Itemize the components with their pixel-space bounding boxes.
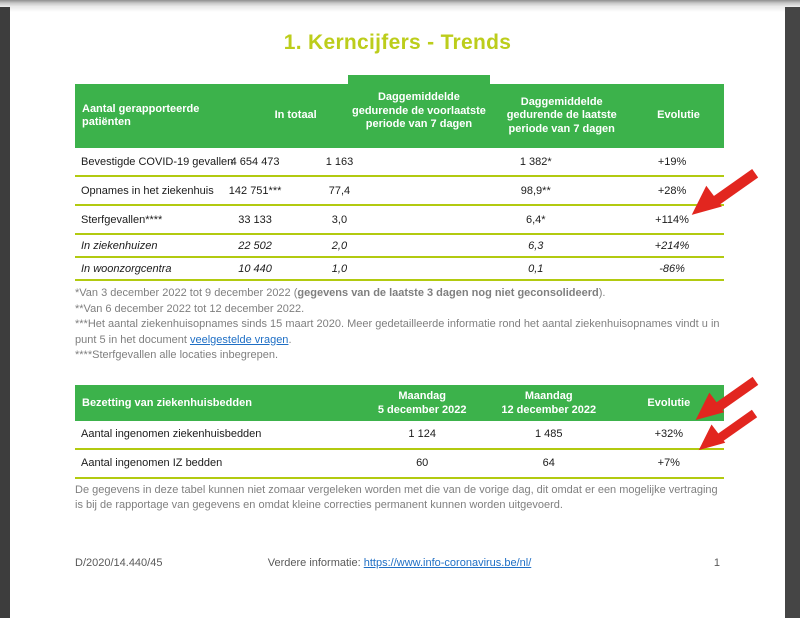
header-cell-avg-previous-period: Daggemiddelde gedurende de voorlaatste p…	[347, 75, 491, 148]
cell-evolution: +28%	[657, 184, 687, 197]
footnote-3: ***Het aantal ziekenhuisopnames sinds 15…	[75, 318, 720, 346]
annotation-arrow-icu-evolution	[698, 409, 758, 451]
table-row-hospital-admissions: Opnames in het ziekenhuis 142 751*** 77,…	[75, 177, 724, 206]
cell-total: 4 654 473	[230, 155, 280, 168]
page-number: 1	[713, 557, 720, 569]
cell-evolution: +19%	[657, 155, 687, 168]
table-row-deaths: Sterfgevallen**** 33 133 3,0 6,4* +114%	[75, 206, 724, 235]
beds-table-note: De gegevens in deze tabel kunnen niet zo…	[75, 483, 718, 512]
footer-info: Verdere informatie: https://www.info-cor…	[267, 557, 532, 569]
row-label: Aantal ingenomen ziekenhuisbedden	[81, 428, 262, 440]
table-row-occupied-hospital-beds: Aantal ingenomen ziekenhuisbedden 1 124 …	[75, 421, 724, 450]
cell-total: 22 502	[238, 239, 272, 252]
table-row-occupied-icu-beds: Aantal ingenomen IZ bedden 60 64 +7%	[75, 450, 724, 479]
row-label: Sterfgevallen****	[81, 213, 163, 226]
footnote-2: **Van 6 december 2022 tot 12 december 20…	[75, 302, 305, 315]
cell-dec12: 1 485	[534, 428, 563, 440]
row-label: Aantal ingenomen IZ bedden	[81, 457, 223, 469]
annotation-arrow-beds-evolution	[695, 376, 759, 421]
cell-dec5: 1 124	[408, 428, 436, 440]
cell-evolution: +214%	[654, 239, 690, 252]
cell-evolution: +32%	[654, 428, 684, 440]
cell-total: 10 440	[238, 262, 272, 275]
row-label: In woonzorgcentra	[81, 262, 172, 275]
faq-link[interactable]: veelgestelde vragen	[189, 333, 289, 346]
cell-avg-last: 0,1	[528, 262, 544, 275]
cell-total: 142 751***	[228, 184, 282, 197]
page-footer: D/2020/14.440/45 Verdere informatie: htt…	[75, 557, 724, 575]
viewer-top-edge	[0, 0, 800, 7]
footnote-1: *Van 3 december 2022 tot 9 december 2022…	[75, 287, 606, 299]
page-title: 1. Kerncijfers - Trends	[283, 31, 512, 54]
cell-total: 33 133	[238, 213, 272, 226]
beds-table: Bezetting van ziekenhuisbedden Maandag 5…	[75, 384, 724, 479]
table-row-deaths-in-hospitals: In ziekenhuizen 22 502 2,0 6,3 +214%	[75, 235, 724, 258]
cell-avg-last: 98,9**	[520, 184, 551, 197]
patients-table: Aantal gerapporteerde patiënten In totaa…	[75, 75, 724, 281]
viewer-left-edge	[0, 0, 10, 618]
header-cell-monday-dec5: Maandag 5 december 2022	[360, 384, 484, 421]
cell-evolution: +114%	[655, 213, 689, 226]
table-footnotes: *Van 3 december 2022 tot 9 december 2022…	[75, 286, 724, 364]
beds-table-header: Bezetting van ziekenhuisbedden Maandag 5…	[75, 384, 724, 421]
cell-avg-prev: 77,4	[328, 184, 351, 197]
cell-evolution: +7%	[657, 457, 680, 469]
header-cell-total: In totaal	[243, 84, 348, 148]
table-row-confirmed-cases: Bevestigde COVID-19 gevallen 4 654 473 1…	[75, 148, 724, 177]
cell-evolution: -86%	[659, 262, 685, 275]
cell-avg-last: 6,4*	[525, 213, 546, 226]
viewer-right-edge	[785, 0, 800, 618]
cell-avg-prev: 1 163	[325, 155, 354, 168]
row-label: In ziekenhuizen	[81, 239, 158, 252]
cell-avg-last: 1 382*	[519, 155, 552, 168]
header-cell-patients: Aantal gerapporteerde patiënten	[75, 84, 244, 148]
footnote-4: ****Sterfgevallen alle locaties inbegrep…	[75, 349, 279, 361]
document-reference: D/2020/14.440/45	[75, 557, 163, 569]
annotation-arrow-deaths-evolution	[691, 169, 759, 215]
table-row-deaths-in-care-homes: In woonzorgcentra 10 440 1,0 0,1 -86%	[75, 258, 724, 281]
cell-avg-last: 6,3	[528, 239, 544, 252]
coronavirus-info-link[interactable]: https://www.info-coronavirus.be/nl/	[363, 557, 532, 569]
header-cell-avg-last-period: Daggemiddelde gedurende de laatste perio…	[490, 84, 634, 148]
row-label: Opnames in het ziekenhuis	[81, 184, 214, 197]
row-label: Bevestigde COVID-19 gevallen	[81, 155, 234, 168]
header-cell-evolution: Evolutie	[633, 84, 724, 148]
cell-dec5: 60	[416, 457, 429, 469]
document-page: 1. Kerncijfers - Trends Aantal gerapport…	[10, 0, 785, 618]
cell-dec12: 64	[542, 457, 555, 469]
header-cell-monday-dec12: Maandag 12 december 2022	[483, 384, 614, 421]
header-cell-bed-occupancy: Bezetting van ziekenhuisbedden	[75, 384, 361, 421]
cell-avg-prev: 3,0	[331, 213, 348, 226]
cell-avg-prev: 1,0	[331, 262, 348, 275]
patients-table-header: Aantal gerapporteerde patiënten In totaa…	[75, 75, 724, 148]
cell-avg-prev: 2,0	[331, 239, 348, 252]
